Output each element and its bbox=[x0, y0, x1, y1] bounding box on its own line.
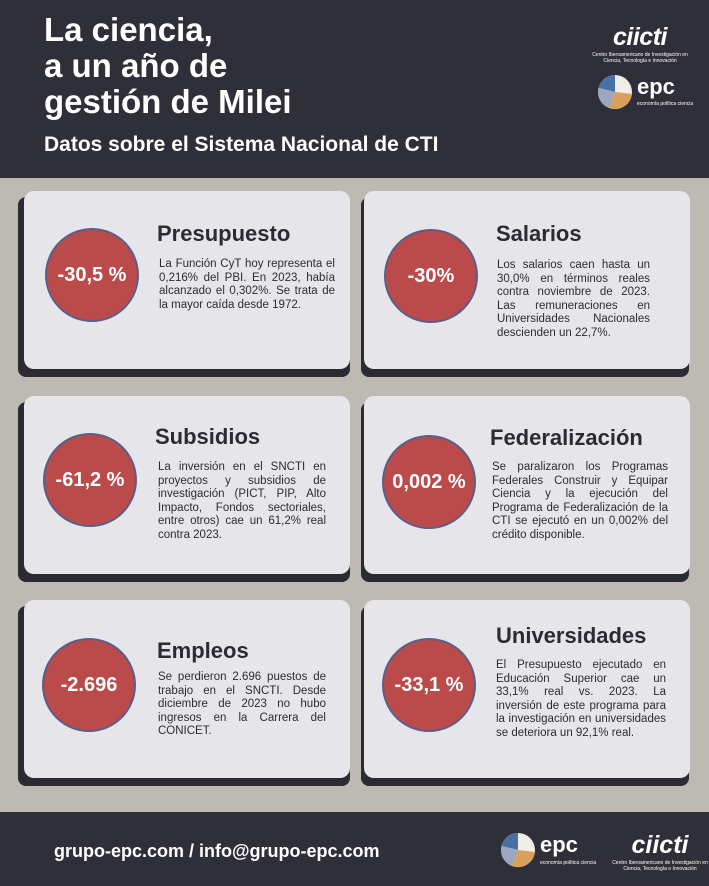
footer: grupo-epc.com / info@grupo-epc.com epc e… bbox=[0, 812, 709, 886]
card-subsidios: -61,2 % Subsidios La inversión en el SNC… bbox=[24, 396, 350, 574]
epc-logo-icon bbox=[597, 75, 632, 110]
title-line-1: La ciencia, bbox=[44, 11, 213, 48]
ciicti-logo-desc: Centro Iberoamericano de Investigación e… bbox=[592, 52, 688, 64]
card-title: Universidades bbox=[496, 623, 647, 648]
header: La ciencia, a un año de gestión de Milei… bbox=[0, 0, 709, 178]
page-subtitle: Datos sobre el Sistema Nacional de CTI bbox=[44, 133, 439, 156]
footer-ciicti-logo: ciicti Centro Iberoamericano de Investig… bbox=[612, 832, 708, 872]
footer-epc-word: epc bbox=[540, 832, 578, 857]
ciicti-logo: ciicti Centro Iberoamericano de Investig… bbox=[590, 24, 690, 64]
footer-epc-logo: epc economía política ciencia bbox=[500, 832, 600, 872]
footer-ciicti-desc: Centro Iberoamericano de Investigación e… bbox=[612, 860, 708, 872]
card-title: Presupuesto bbox=[157, 221, 291, 246]
card-title: Empleos bbox=[157, 638, 249, 663]
stat-circle: -61,2 % bbox=[43, 433, 137, 527]
stat-circle: -33,1 % bbox=[382, 638, 476, 732]
card-title: Salarios bbox=[496, 221, 582, 246]
card-presupuesto: -30,5 % Presupuesto La Función CyT hoy r… bbox=[24, 191, 350, 369]
title-line-2: a un año de bbox=[44, 47, 228, 84]
stat-circle: -30,5 % bbox=[45, 228, 139, 322]
card-title: Subsidios bbox=[155, 424, 261, 449]
footer-contact[interactable]: grupo-epc.com / info@grupo-epc.com bbox=[54, 841, 380, 861]
epc-logo-icon bbox=[500, 833, 535, 868]
card-empleos: -2.696 Empleos Se perdieron 2.696 puesto… bbox=[24, 600, 350, 778]
stat-circle: -30% bbox=[384, 229, 478, 323]
card-text: Se perdieron 2.696 puestos de trabajo en… bbox=[158, 671, 326, 737]
card-text: Se paralizaron los Programas Federales C… bbox=[492, 461, 668, 541]
footer-ciicti-word: ciicti bbox=[631, 831, 689, 859]
epc-logo-word: epc bbox=[637, 74, 675, 99]
epc-logo: epc economía política ciencia bbox=[597, 74, 697, 114]
card-text: La inversión en el SNCTI en proyectos y … bbox=[158, 461, 326, 541]
stat-circle: -2.696 bbox=[42, 638, 136, 732]
card-salarios: -30% Salarios Los salarios caen hasta un… bbox=[364, 191, 690, 369]
footer-epc-tag: economía política ciencia bbox=[540, 860, 597, 866]
card-text: El Presupuesto ejecutado en Educación Su… bbox=[496, 659, 666, 739]
ciicti-logo-word: ciicti bbox=[613, 23, 667, 51]
card-title: Federalización bbox=[490, 425, 643, 450]
card-text: La Función CyT hoy representa el 0,216% … bbox=[159, 258, 335, 311]
stat-circle: 0,002 % bbox=[382, 435, 476, 529]
epc-logo-tag: economía política ciencia bbox=[637, 101, 694, 107]
title-line-3: gestión de Milei bbox=[44, 83, 292, 120]
page-title: La ciencia, a un año de gestión de Milei bbox=[44, 12, 292, 120]
card-universidades: -33,1 % Universidades El Presupuesto eje… bbox=[364, 600, 690, 778]
card-federalizacion: 0,002 % Federalización Se paralizaron lo… bbox=[364, 396, 690, 574]
card-text: Los salarios caen hasta un 30,0% en térm… bbox=[497, 259, 650, 339]
